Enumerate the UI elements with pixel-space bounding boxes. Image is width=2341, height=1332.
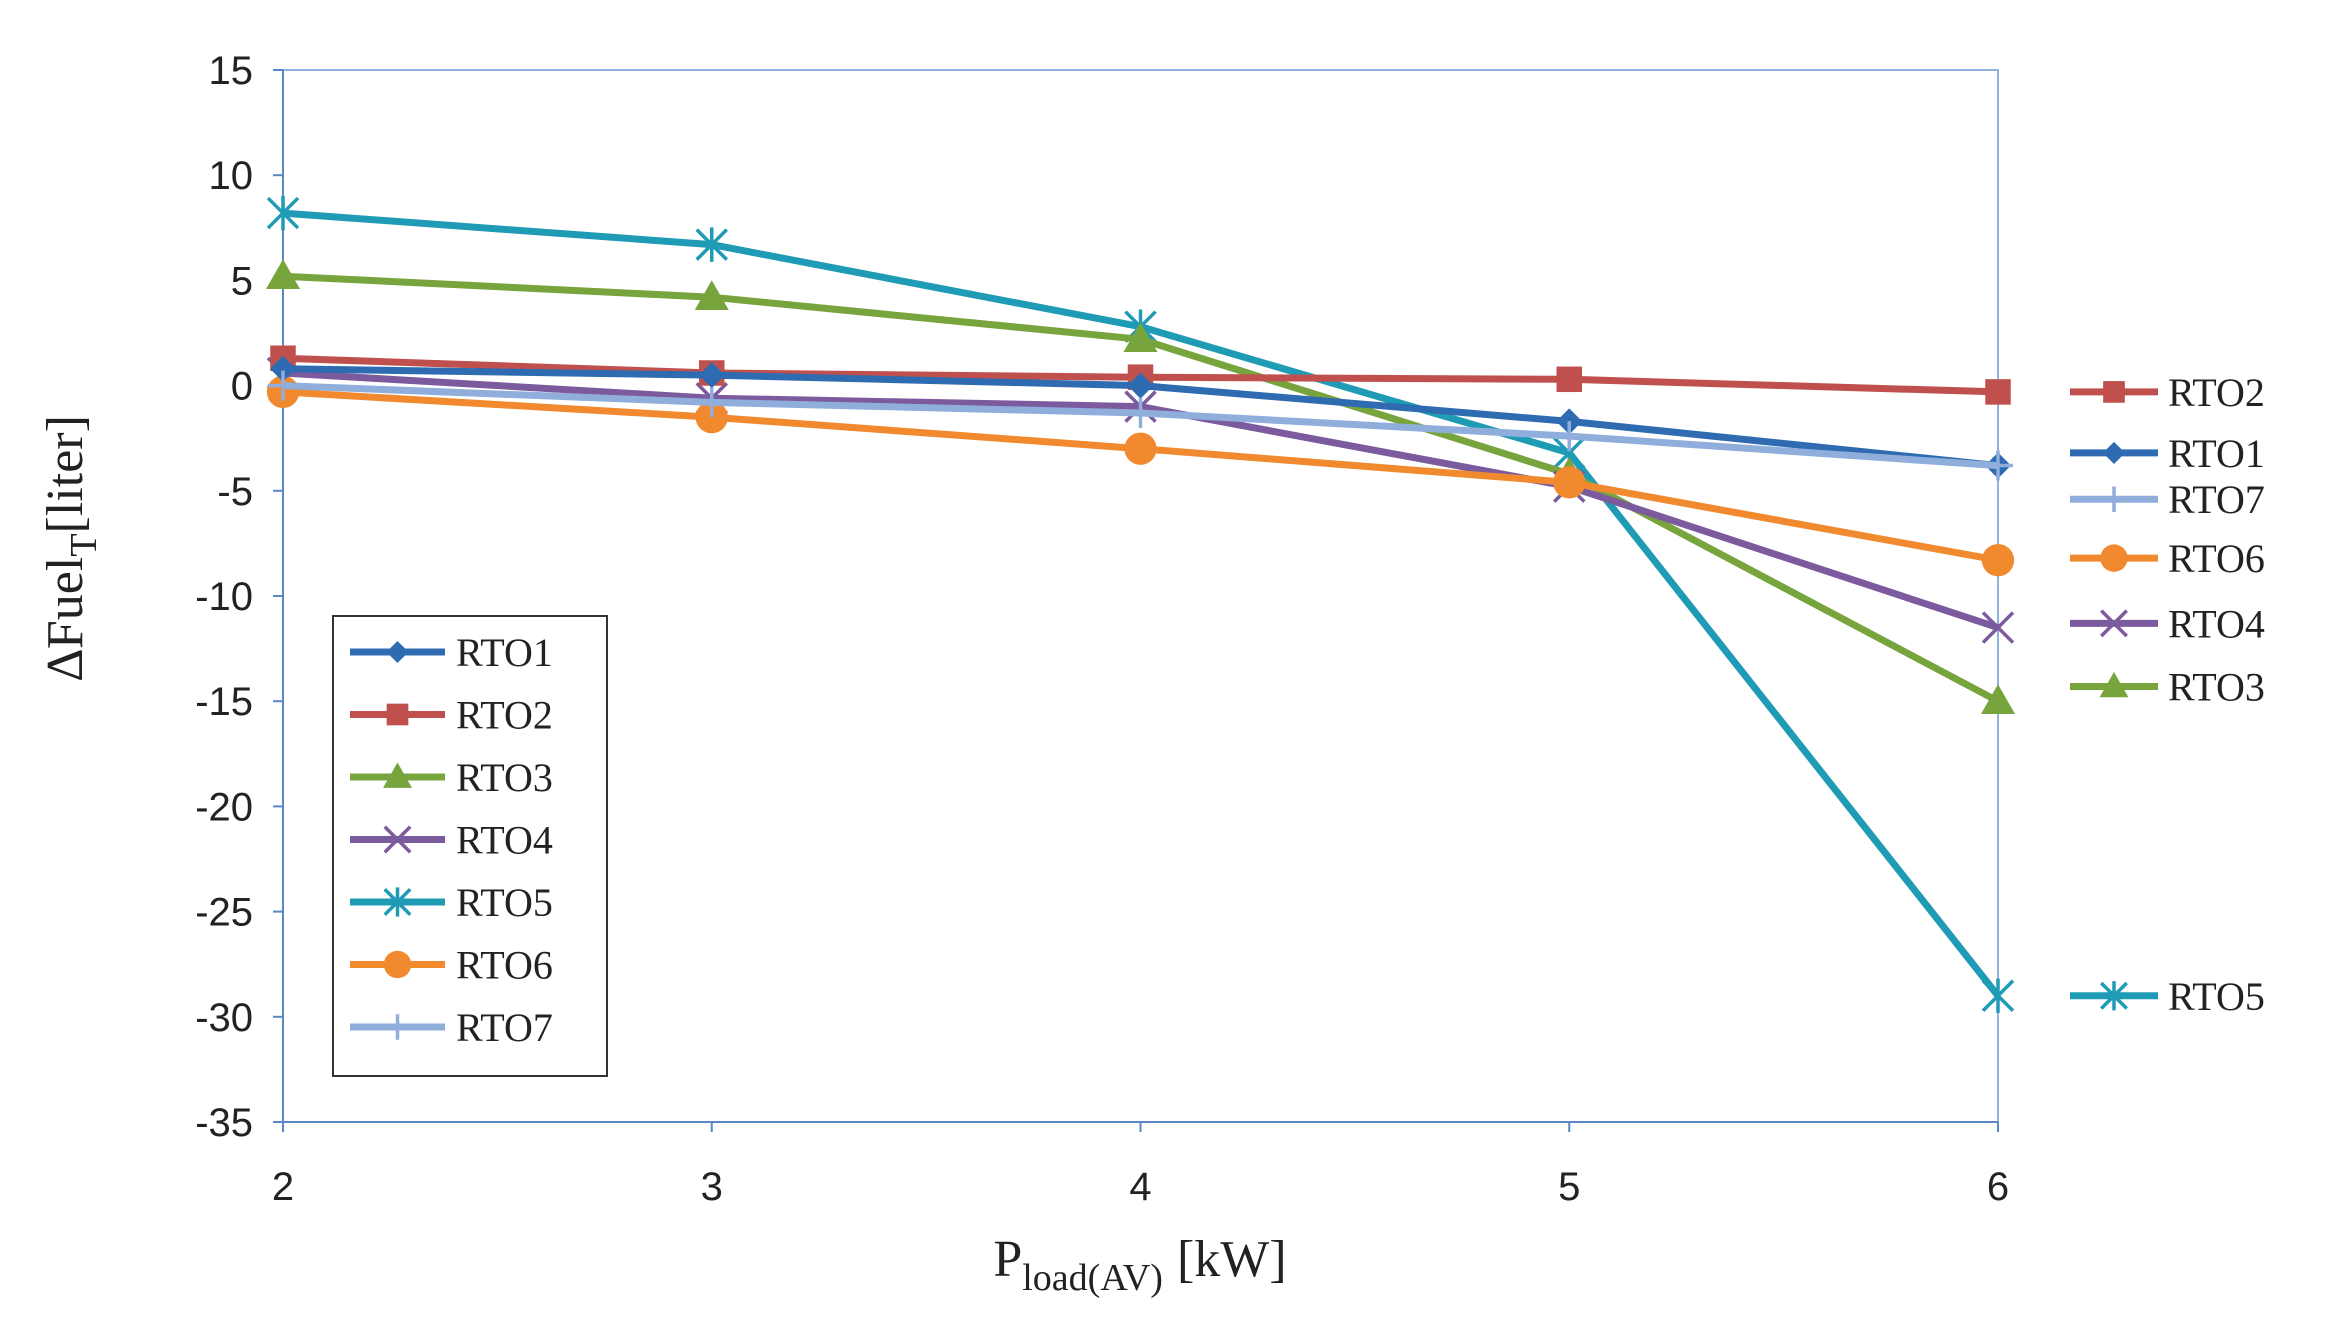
x-axis-title-unit: [kW] [1177,1231,1287,1288]
data-point-rto1 [698,362,725,389]
data-point-rto2 [1985,379,2011,405]
y-tick-label: 15 [209,49,254,93]
y-tick-label: -20 [195,785,253,829]
legend-label: RTO4 [456,818,553,863]
data-point-rto6 [1981,544,2015,577]
legend-item-rto7: RTO7 [350,1005,553,1050]
svg-text:∆FuelT[liter]: ∆FuelT[liter] [37,415,105,681]
end-label-swatch-marker [2100,544,2128,572]
end-label-rto3: RTO3 [2070,664,2265,709]
y-tick-label: -10 [195,575,253,619]
data-point-rto7 [1554,421,1585,452]
end-label-rto5: RTO5 [2070,974,2265,1019]
legend-label: RTO1 [456,630,553,675]
data-point-rto4 [1981,611,2015,644]
legend-label: RTO3 [456,755,553,800]
x-tick-label: 4 [1129,1165,1151,1209]
legend-swatch-marker [386,703,409,726]
end-label-rto4: RTO4 [2070,601,2265,646]
end-label-rto6: RTO6 [2070,536,2265,581]
legend-swatch-marker [383,887,412,917]
data-point-rto1 [270,355,296,382]
end-label-rto1: RTO1 [2070,431,2265,476]
y-axis-title-sub: T [63,533,105,556]
end-label-rto2: RTO2 [2070,370,2265,415]
data-point-rto7 [696,387,727,418]
end-label-swatch-marker [2101,486,2127,512]
end-label-text: RTO1 [2168,431,2265,476]
y-tick-label: 0 [231,365,253,409]
x-axis-ticks: 2 3 4 5 6 [272,1122,2009,1209]
end-label-rto7: RTO7 [2070,477,2265,522]
legend-swatch-marker [386,640,409,664]
x-tick-label: 2 [272,1165,294,1209]
x-tick-label: 6 [1987,1165,2009,1209]
y-tick-label: -25 [195,891,253,935]
y-tick-label: 10 [209,154,254,198]
legend-label: RTO2 [456,693,553,738]
series-layer [266,195,2015,1014]
x-tick-label: 3 [701,1165,723,1209]
series-rto1 [270,355,2011,479]
y-tick-label: -35 [195,1101,253,1145]
legend-item-rto3: RTO3 [350,755,553,800]
y-tick-label: -5 [217,470,253,514]
legend-item-rto5: RTO5 [350,880,553,925]
y-axis-title-unit: [liter] [37,415,94,533]
x-tick-label: 5 [1558,1165,1580,1209]
x-axis-title-sub: load(AV) [1022,1257,1163,1299]
end-label-text: RTO5 [2168,974,2265,1019]
end-label-swatch-marker [2102,441,2126,464]
data-point-rto6 [1553,466,1586,499]
data-point-rto1 [1127,372,1154,399]
data-point-rto7 [268,370,298,401]
series-rto7 [268,370,2013,481]
legend-swatch-marker [383,762,412,788]
end-label-swatch-marker [2103,381,2125,403]
end-label-text: RTO2 [2168,370,2265,415]
y-axis-ticks: 15 10 5 0 -5 -10 -15 -20 -25 -30 -35 [195,49,283,1145]
y-tick-label: 5 [231,259,253,303]
data-point-rto2 [1556,366,1582,393]
legend-item-rto4: RTO4 [350,818,553,863]
legend-box [332,615,608,1077]
end-label-swatch-marker [2099,672,2129,698]
end-label-text: RTO3 [2168,664,2265,709]
data-point-rto3 [694,280,729,310]
y-axis-title-prefix: ∆Fuel [37,557,94,681]
legend: RTO1 RTO2 RTO3 RTO4 RTO5 RTO6 RTO7 [332,615,608,1077]
data-point-rto7 [1983,450,2013,481]
legend-swatch-marker [383,950,412,979]
legend-item-rto1: RTO1 [350,630,553,675]
legend-label: RTO6 [456,943,553,988]
svg-text:Pload(AV)[kW]: Pload(AV) [kW] [993,1231,1286,1299]
end-label-text: RTO4 [2168,601,2265,646]
legend-item-rto2: RTO2 [350,693,553,738]
legend-swatch-marker [384,1014,411,1040]
data-point-rto3 [266,259,300,289]
x-axis-title-main: P [993,1231,1022,1288]
y-tick-label: -15 [195,680,253,724]
data-point-rto5 [695,227,728,262]
data-point-rto3 [1981,684,2015,714]
x-axis-title: Pload(AV) [kW] [993,1231,1286,1299]
data-point-rto3 [1123,322,1158,353]
legend-label: RTO5 [456,880,553,925]
data-point-rto7 [1125,397,1156,428]
end-label-swatch-marker [2100,981,2128,1011]
data-point-rto5 [266,195,300,231]
end-label-swatch-marker [2100,609,2128,638]
data-point-rto6 [1124,432,1157,465]
end-label-text: RTO6 [2168,536,2265,581]
legend-label: RTO7 [456,1005,553,1050]
end-label-text: RTO7 [2168,477,2265,522]
y-tick-label: -30 [195,996,253,1040]
legend-swatch-marker [383,825,412,854]
data-point-rto5 [1981,978,2015,1014]
series-rto6 [266,375,2015,577]
legend-item-rto6: RTO6 [350,943,553,988]
y-axis-title: ∆FuelT[liter] [37,415,105,681]
